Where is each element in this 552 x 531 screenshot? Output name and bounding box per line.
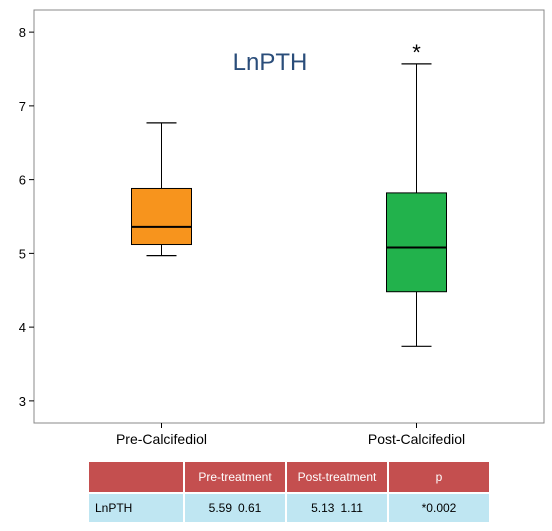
table-cell-pre: 5.59 0.61 [185,492,285,522]
box-plot-chart: LnPTH 3 4 5 6 7 8 Pre-Calcifediol Post-Calcife… [19,9,545,447]
table-cell-p: *0.002 [389,492,489,522]
pre-mean: 5.59 [208,501,232,515]
boxes: * [131,40,447,347]
table-header-blank [89,462,183,492]
y-tick-label: 6 [19,173,26,188]
stats-table: Pre-treatment Post-treatment p LnPTH 5.5… [87,462,491,522]
significance-mark: * [412,40,421,65]
y-tick-label: 8 [19,25,26,40]
y-tick-label: 3 [19,394,26,409]
table-cell-post: 5.13 1.11 [287,492,387,522]
table-header-post: Post-treatment [287,462,387,492]
post-mean: 5.13 [311,501,335,515]
box-iqr [386,192,447,293]
chart-title: LnPTH [233,49,308,76]
y-axis: 3 4 5 6 7 8 [19,25,34,409]
box-iqr [131,187,192,246]
table-header-row: Pre-treatment Post-treatment p [89,462,489,492]
y-tick-label: 7 [19,99,26,114]
x-axis: Pre-Calcifediol Post-Calcifediol [116,423,465,447]
y-tick-label: 4 [19,320,26,335]
x-tick-label: Post-Calcifediol [368,431,465,447]
y-tick-label: 5 [19,246,26,261]
post-sd: 1.11 [340,501,363,515]
table-row: LnPTH 5.59 0.61 5.13 1.11 *0.002 [89,492,489,522]
table-header-p: p [389,462,489,492]
table-header-pre: Pre-treatment [185,462,285,492]
pre-sd: 0.61 [238,501,262,515]
table-row-label: LnPTH [89,492,183,522]
plot-area [33,9,545,424]
x-tick-label: Pre-Calcifediol [116,431,207,447]
